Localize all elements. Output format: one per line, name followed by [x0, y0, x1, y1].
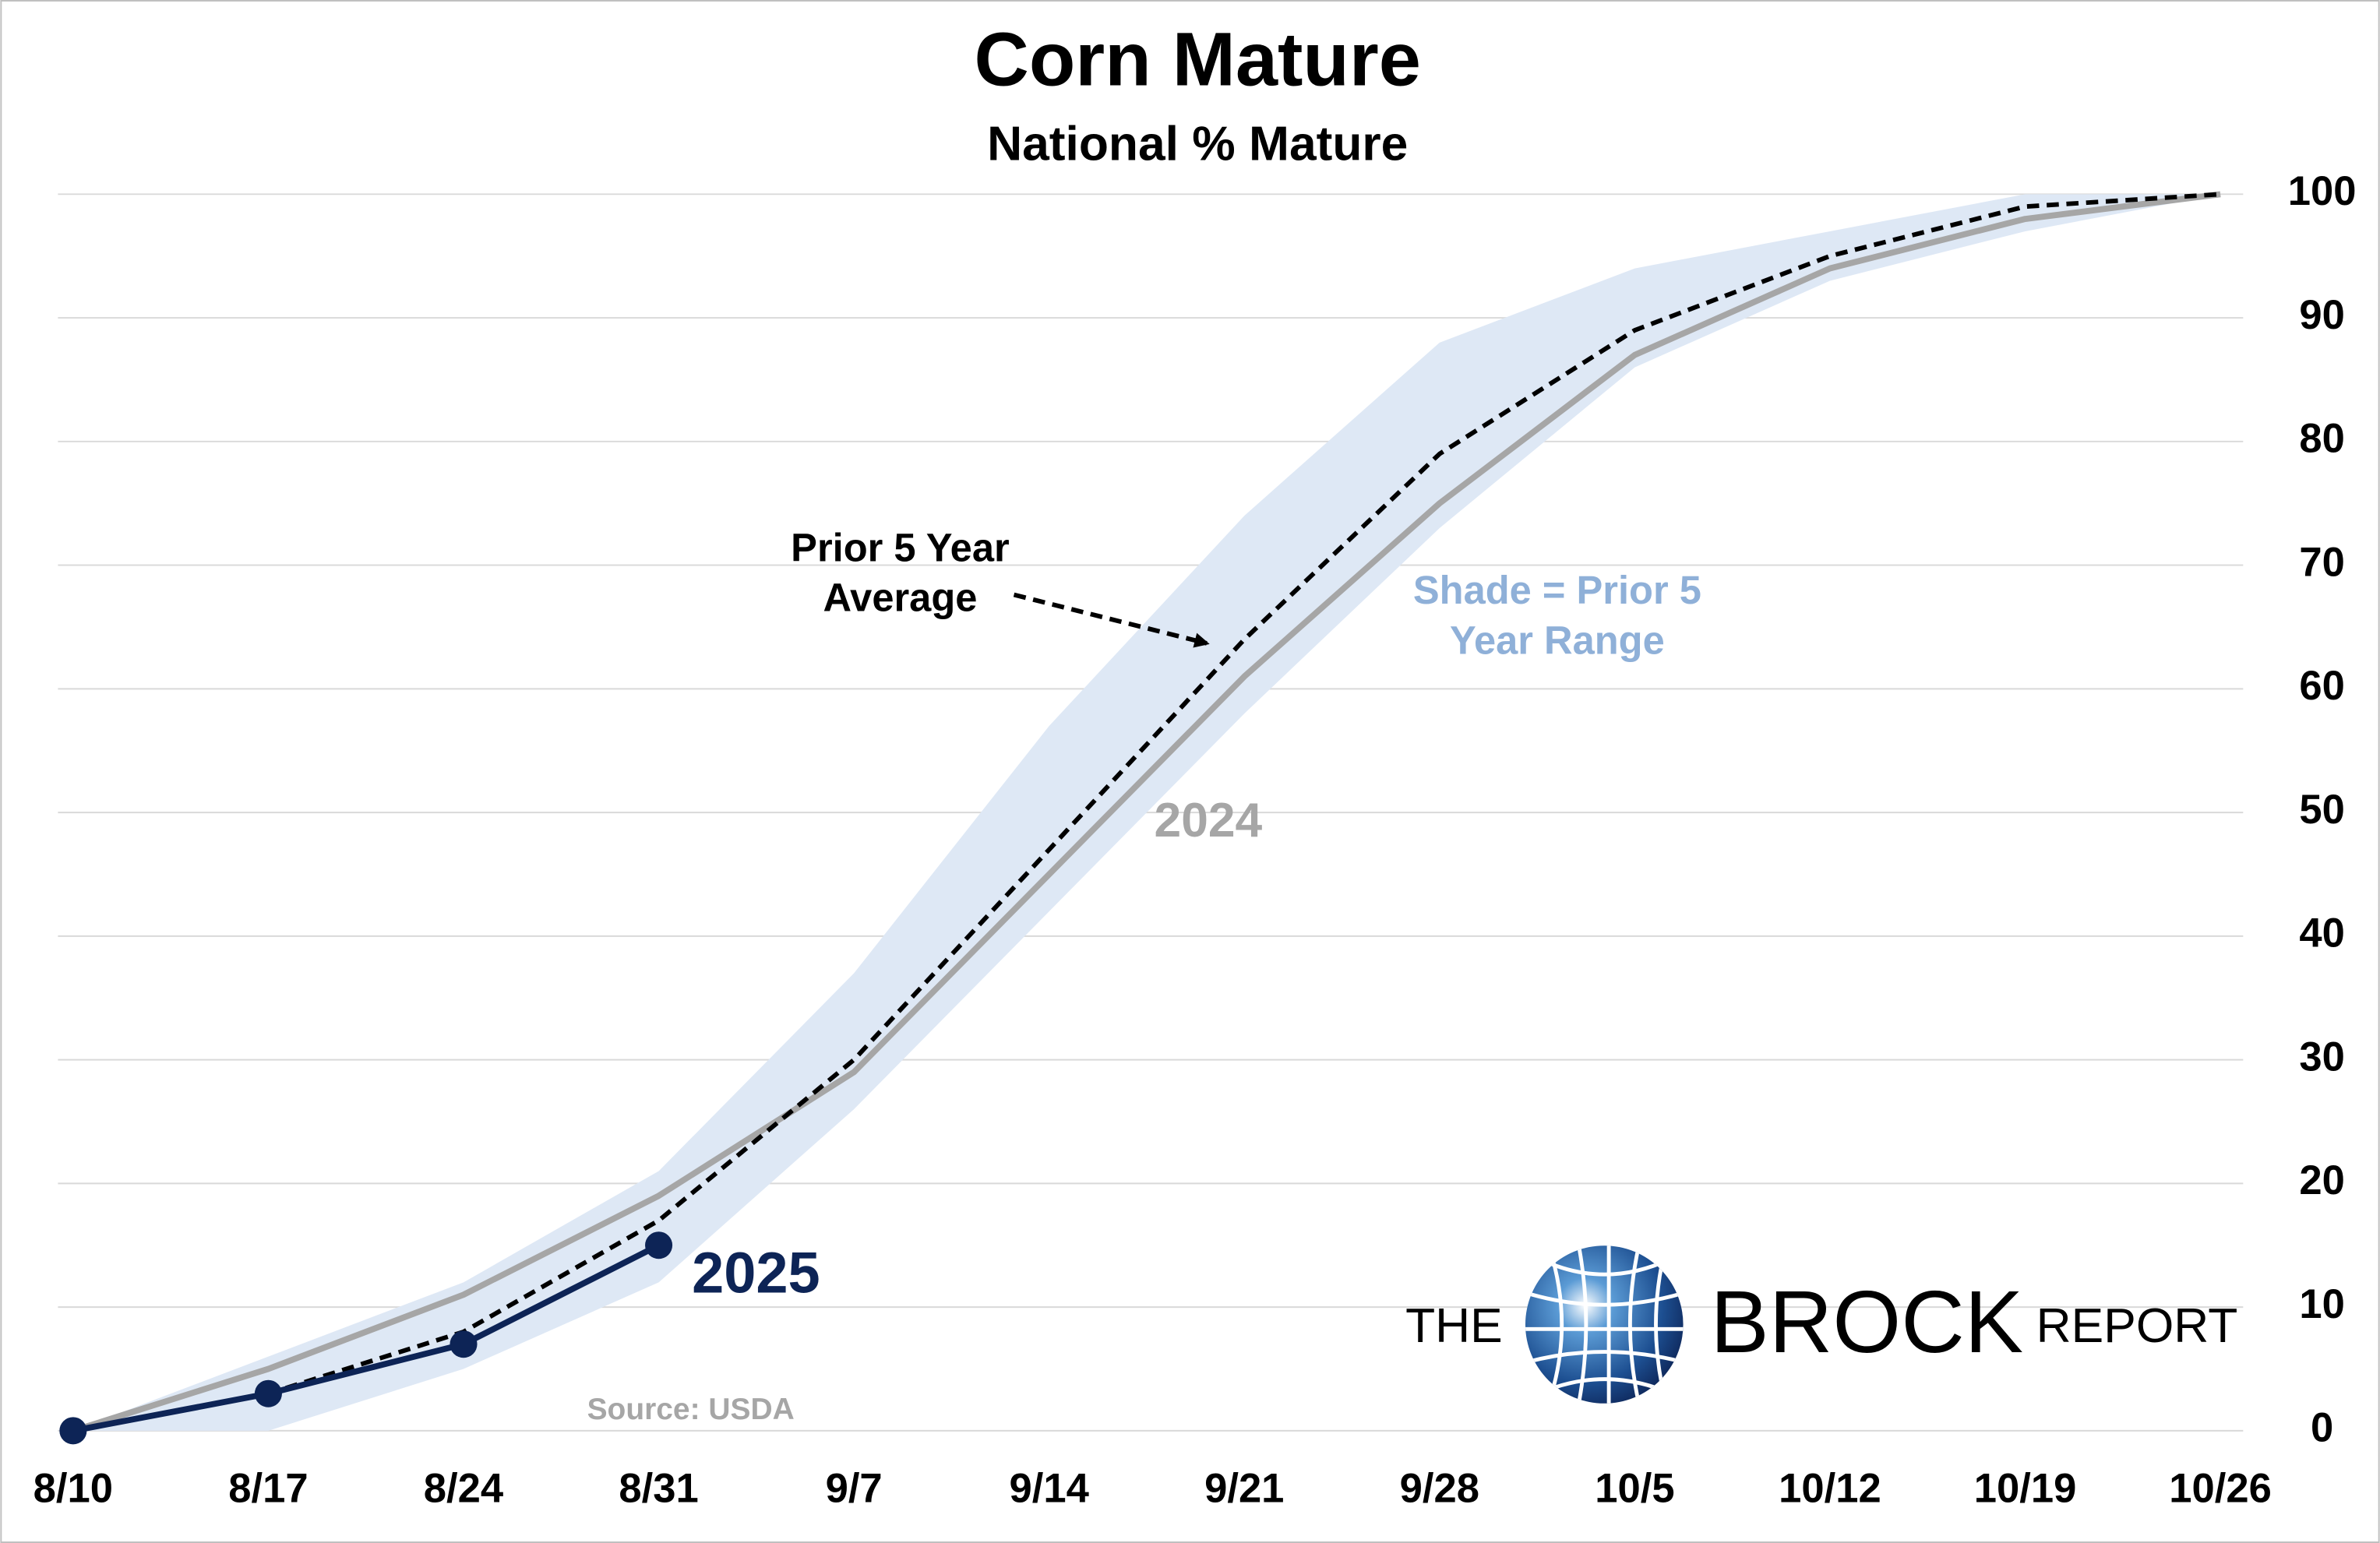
x-tick-label: 9/14 — [1010, 1466, 1089, 1512]
series-line — [72, 191, 2221, 1434]
series-line — [72, 1242, 661, 1434]
x-tick-label: 8/31 — [619, 1466, 698, 1512]
y-tick-label: 0 — [2311, 1405, 2333, 1451]
source-note: Source: USDA — [587, 1393, 795, 1426]
series-label: 2024 — [1155, 794, 1263, 847]
y-tick-label: 60 — [2299, 663, 2344, 709]
x-tick-label: 8/24 — [424, 1466, 503, 1512]
y-tick-label: 40 — [2299, 911, 2344, 956]
x-tick-label: 10/26 — [2169, 1466, 2272, 1512]
x-tick-label: 9/7 — [826, 1466, 883, 1512]
point — [645, 1231, 673, 1259]
logo-text: THE — [1405, 1299, 1503, 1353]
x-tick-label: 8/17 — [228, 1466, 308, 1512]
y-tick-label: 80 — [2299, 416, 2344, 462]
x-tick-label: 10/12 — [1779, 1466, 1881, 1512]
x-tick-label: 10/19 — [1974, 1466, 2077, 1512]
y-tick-label: 20 — [2299, 1157, 2344, 1203]
chart-title: Corn Mature — [975, 16, 1421, 101]
logo-text: BROCK — [1710, 1273, 2023, 1371]
series-label: Prior 5 Year — [791, 525, 1010, 569]
x-tick-label: 9/28 — [1400, 1466, 1479, 1512]
logo: THE BROCK REPORT — [1405, 1245, 2238, 1404]
y-tick-label: 10 — [2299, 1281, 2344, 1327]
y-tick-label: 50 — [2299, 787, 2344, 833]
annotation-arrow — [1013, 592, 1210, 648]
x-tick-label: 8/10 — [33, 1466, 113, 1512]
logo-grid — [1525, 1245, 1684, 1404]
series-label: 2025 — [692, 1241, 820, 1305]
point — [59, 1417, 87, 1445]
logo-text: REPORT — [2036, 1299, 2238, 1353]
x-tick-label: 9/21 — [1204, 1466, 1284, 1512]
y-tick-label: 30 — [2299, 1034, 2344, 1080]
band-label: Shade = Prior 5 — [1413, 568, 1701, 612]
series-line — [72, 192, 2221, 1433]
x-tick-label: 10/5 — [1595, 1466, 1674, 1512]
y-tick-label: 100 — [2288, 168, 2357, 214]
band-label: Year Range — [1450, 618, 1665, 662]
point — [450, 1330, 478, 1358]
logo-globe — [1525, 1245, 1684, 1404]
point — [254, 1379, 282, 1407]
y-tick-label: 90 — [2299, 292, 2344, 338]
chart-subtitle: National % Mature — [987, 117, 1408, 171]
y-tick-label: 70 — [2299, 539, 2344, 585]
series-label: Average — [823, 576, 977, 620]
plot — [58, 191, 2244, 1445]
